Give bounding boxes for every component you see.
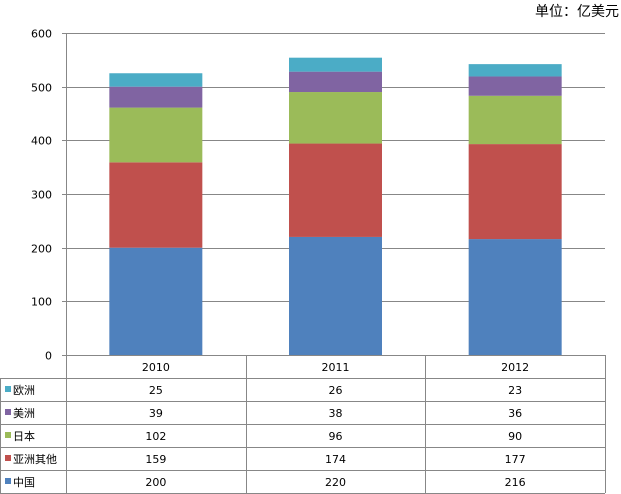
y-tick-label: 0: [45, 350, 52, 363]
bar-segment: [468, 76, 562, 96]
data-table: 2010 2011 2012 欧洲 25 26 23 美洲 39 38 36 日本 102 96 90 亚洲其…: [0, 355, 606, 494]
series-name: 欧洲: [13, 384, 35, 397]
data-value: 96: [329, 430, 343, 443]
x-category-label: 2010: [142, 361, 170, 374]
y-tick-label: 500: [31, 82, 52, 95]
bar-segment: [289, 71, 382, 93]
data-value: 177: [505, 453, 526, 466]
y-axis: 0 100 200 300 400 500 600: [31, 28, 67, 363]
series-name: 中国: [13, 476, 35, 489]
series-name: 日本: [13, 429, 35, 443]
data-value: 102: [145, 430, 166, 443]
data-value: 90: [508, 430, 522, 443]
bar-segment: [289, 143, 382, 237]
data-value: 174: [325, 453, 346, 466]
bar-segment: [109, 86, 203, 108]
y-tick-label: 600: [31, 28, 52, 41]
data-value: 216: [505, 476, 526, 489]
bar-segment: [468, 64, 562, 77]
y-tick-label: 300: [31, 189, 52, 202]
bar-segment: [289, 236, 382, 355]
data-value: 26: [329, 384, 343, 397]
series-name: 亚洲其他: [13, 453, 57, 466]
bar-segment: [109, 247, 203, 355]
bar-segment: [468, 95, 562, 145]
bar-segment: [109, 73, 203, 87]
bar-segment: [289, 92, 382, 144]
data-value: 220: [325, 476, 346, 489]
bar-segment: [468, 239, 562, 355]
legend-key: [5, 478, 11, 484]
unit-label: 单位：亿美元: [535, 4, 619, 20]
bar-segment: [109, 162, 203, 248]
data-value: 200: [145, 476, 166, 489]
data-value: 25: [149, 384, 163, 397]
x-category-label: 2011: [322, 361, 350, 374]
data-value: 38: [329, 407, 343, 420]
legend-key: [5, 386, 11, 392]
data-value: 23: [508, 384, 522, 397]
bar-segment: [109, 107, 203, 163]
legend-key: [5, 455, 11, 461]
legend-key: [5, 432, 11, 438]
y-tick-label: 100: [31, 296, 52, 309]
bars: [109, 57, 562, 355]
bar-segment: [468, 144, 562, 240]
series-name: 美洲: [13, 407, 35, 420]
data-value: 39: [149, 407, 163, 420]
data-value: 159: [145, 453, 166, 466]
bar-segment: [289, 57, 382, 72]
legend-key: [5, 409, 11, 415]
y-tick-label: 200: [31, 243, 52, 256]
y-tick-label: 400: [31, 135, 52, 148]
x-category-label: 2012: [501, 361, 529, 374]
data-value: 36: [508, 407, 522, 420]
